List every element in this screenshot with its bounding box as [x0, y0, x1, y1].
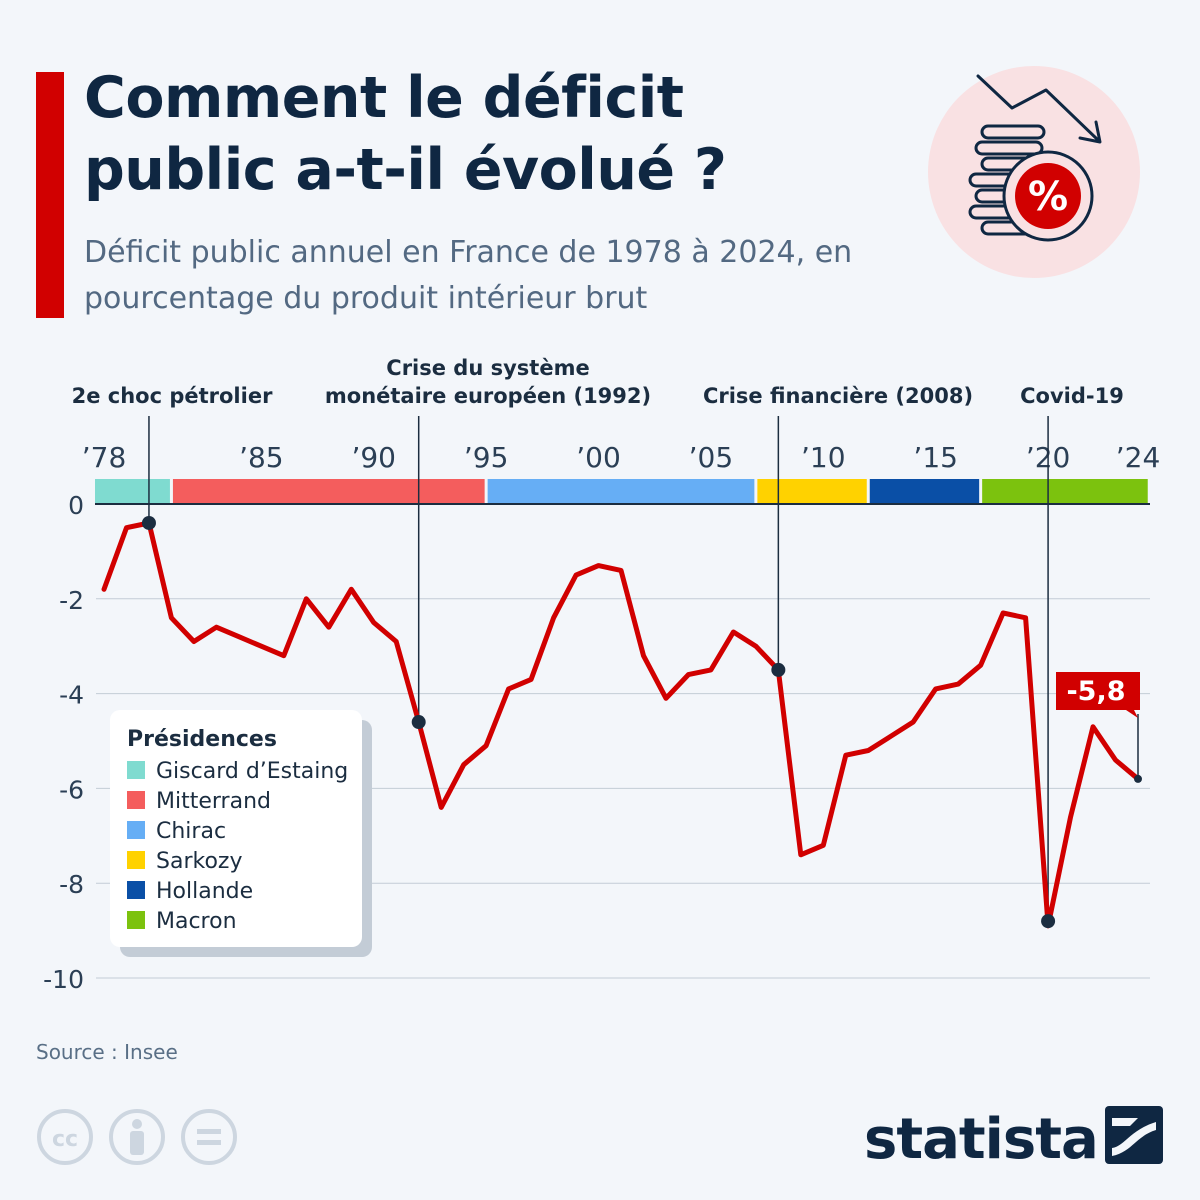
callout-marker — [1134, 774, 1142, 783]
annotation-label: Crise du système — [386, 356, 589, 380]
x-tick-label: ’05 — [689, 441, 734, 474]
deficit-series-line — [101, 520, 1141, 929]
annotation-label: monétaire européen (1992) — [325, 384, 651, 408]
annotation-marker — [1041, 914, 1056, 929]
y-tick-label: -8 — [59, 870, 84, 899]
no-derivatives-icon — [181, 1109, 237, 1165]
x-tick-label: ’78 — [82, 441, 127, 474]
x-tick-label: ’95 — [464, 441, 509, 474]
accent-bar — [36, 72, 64, 318]
legend-swatch — [127, 911, 145, 929]
legend-swatch — [127, 761, 145, 779]
x-tick-label: ’85 — [239, 441, 284, 474]
deficit-line-chart: 0-2-4-6-8-10’78’85’90’95’00’05’10’15’20’… — [43, 356, 1161, 994]
coins-percent-downtrend-icon: % — [928, 66, 1140, 278]
presidency-band — [487, 479, 755, 504]
x-tick-label: ’15 — [913, 441, 958, 474]
legend-swatch — [127, 821, 145, 839]
presidency-band — [757, 479, 867, 504]
svg-text:cc: cc — [52, 1127, 78, 1152]
attribution-icon — [109, 1109, 165, 1165]
presidency-band — [172, 479, 485, 504]
annotation-label: Crise financière (2008) — [703, 384, 973, 408]
annotation-marker — [771, 662, 786, 677]
x-tick-label: ’10 — [801, 441, 846, 474]
source-note: Source : Insee — [36, 1040, 178, 1064]
x-tick-label: ’24 — [1116, 441, 1161, 474]
legend-swatch — [127, 881, 145, 899]
legend-item-label: Chirac — [156, 819, 226, 844]
y-tick-label: -10 — [43, 965, 84, 994]
y-tick-label: -4 — [59, 681, 84, 710]
annotation-marker — [411, 715, 426, 730]
page-subtitle: Déficit public annuel en France de 1978 … — [84, 235, 853, 316]
legend-title: Présidences — [127, 727, 277, 752]
legend-swatch — [127, 791, 145, 809]
y-tick-label: -2 — [59, 586, 84, 615]
legend-item-label: Sarkozy — [156, 849, 242, 874]
presidency-band — [869, 479, 980, 504]
callout-box — [1056, 672, 1140, 718]
legend-item-label: Giscard d’Estaing — [156, 759, 348, 784]
annotation-marker — [141, 515, 156, 530]
y-tick-label: 0 — [68, 491, 84, 520]
legend-item-label: Mitterrand — [156, 789, 271, 814]
statista-wordmark: statista — [864, 1107, 1098, 1172]
presidency-band — [982, 479, 1148, 504]
svg-text:%: % — [1028, 174, 1068, 220]
legend-box — [110, 710, 362, 947]
y-tick-label: -6 — [59, 775, 84, 804]
presidency-band — [95, 479, 170, 504]
callout-label: -5,8 — [1066, 676, 1125, 707]
annotation-label: Covid-19 — [1020, 384, 1124, 408]
legend-item-label: Hollande — [156, 879, 253, 904]
annotation-label: 2e choc pétrolier — [72, 384, 273, 408]
x-tick-label: ’90 — [351, 441, 396, 474]
legend-item-label: Macron — [156, 909, 237, 934]
x-tick-label: ’00 — [576, 441, 621, 474]
cc-icon: cc — [37, 1109, 93, 1165]
statista-logo: statista — [864, 1106, 1163, 1172]
license-icons: cc — [37, 1109, 237, 1165]
page-title: Comment le déficit public a-t-il évolué … — [84, 65, 727, 203]
legend-swatch — [127, 851, 145, 869]
statista-logo-icon — [1105, 1106, 1163, 1164]
